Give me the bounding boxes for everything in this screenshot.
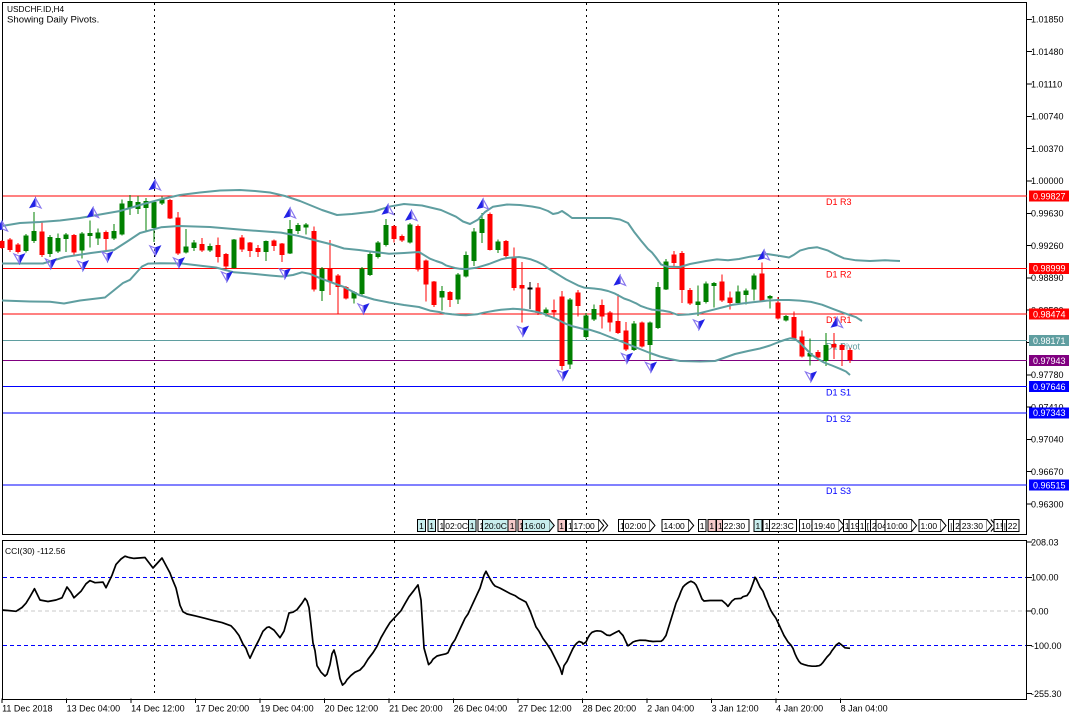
svg-text:17:00: 17:00 [574,521,596,531]
svg-text:19 Dec 04:00: 19 Dec 04:00 [260,704,314,714]
svg-text:0.96515: 0.96515 [1033,481,1066,491]
svg-text:10:00: 10:00 [886,521,908,531]
svg-text:1: 1 [429,521,434,531]
svg-text:0.98890: 0.98890 [1031,273,1064,283]
svg-text:2: 2 [872,521,877,531]
svg-text:0.99827: 0.99827 [1033,191,1066,201]
svg-text:2: 2 [955,521,960,531]
svg-text:|: | [1004,521,1006,531]
svg-text:0.97780: 0.97780 [1031,370,1064,380]
svg-text:D1 S3: D1 S3 [826,486,851,496]
svg-text:D1 S1: D1 S1 [826,388,851,398]
svg-text:02:00: 02:00 [625,521,647,531]
svg-text:1.00000: 1.00000 [1031,176,1064,186]
svg-text:1: 1 [419,521,424,531]
svg-text:14:00: 14:00 [664,521,686,531]
svg-text:1: 1 [510,521,515,531]
svg-text:0.97343: 0.97343 [1033,408,1066,418]
svg-text:22:3C: 22:3C [771,521,794,531]
svg-text:02:0C: 02:0C [445,521,468,531]
svg-text:1: 1 [440,521,445,531]
svg-text:0.99260: 0.99260 [1031,241,1064,251]
svg-text:1.01850: 1.01850 [1031,15,1064,25]
svg-text:22: 22 [1008,521,1018,531]
svg-text:14 Dec 12:00: 14 Dec 12:00 [131,704,185,714]
svg-text:1.00370: 1.00370 [1031,144,1064,154]
svg-text:1(: 1( [860,521,868,531]
svg-text:1.00740: 1.00740 [1031,112,1064,122]
svg-text:1:00: 1:00 [921,521,938,531]
svg-text:0.99630: 0.99630 [1031,209,1064,219]
svg-text:22:30: 22:30 [724,521,746,531]
svg-text:19:40: 19:40 [814,521,836,531]
svg-text:208.03: 208.03 [1031,537,1059,547]
svg-text:0.98171: 0.98171 [1033,336,1066,346]
svg-text:10:: 10: [801,521,813,531]
svg-text:21 Dec 20:00: 21 Dec 20:00 [389,704,443,714]
svg-text:-100.00: -100.00 [1031,641,1062,651]
svg-text:04: 04 [877,521,887,531]
svg-text:0.97646: 0.97646 [1033,382,1066,392]
svg-text:1: 1 [559,521,564,531]
svg-text:1: 1 [765,521,770,531]
svg-text:3 Jan 12:00: 3 Jan 12:00 [712,704,759,714]
svg-text:11 Dec 2018: 11 Dec 2018 [2,704,52,714]
svg-text:1.01480: 1.01480 [1031,47,1064,57]
svg-text:4 Jan 20:00: 4 Jan 20:00 [776,704,823,714]
svg-text:1!: 1! [995,521,1002,531]
svg-text:16:00: 16:00 [524,521,546,531]
svg-text:D1 R3: D1 R3 [826,197,852,207]
svg-text:0.00: 0.00 [1031,606,1049,616]
svg-text:27 Dec 12:00: 27 Dec 12:00 [518,704,572,714]
svg-text:23:30: 23:30 [962,521,984,531]
svg-text:CCI(30) -112.56: CCI(30) -112.56 [5,546,66,556]
svg-text:D1 R2: D1 R2 [826,269,852,279]
svg-text:1.01110: 1.01110 [1031,79,1062,89]
svg-text:26 Dec 04:00: 26 Dec 04:00 [454,704,508,714]
svg-text:0.97040: 0.97040 [1031,435,1064,445]
svg-text:0.98474: 0.98474 [1033,310,1066,320]
svg-text:19: 19 [850,521,860,531]
svg-text:[: [ [867,521,870,531]
svg-text:17 Dec 20:00: 17 Dec 20:00 [196,704,250,714]
svg-text:1: 1 [756,521,761,531]
svg-text:1: 1 [718,521,723,531]
svg-text:1: 1 [519,521,524,531]
svg-text:0.97943: 0.97943 [1033,356,1066,366]
svg-text:Showing Daily Pivots.: Showing Daily Pivots. [7,15,99,26]
svg-text:0.96670: 0.96670 [1031,467,1064,477]
svg-text:1: 1 [620,521,625,531]
svg-text:1: 1 [845,521,850,531]
svg-text:20:0C: 20:0C [484,521,507,531]
svg-text:1: 1 [568,521,573,531]
svg-text:1: 1 [700,521,705,531]
svg-text:13 Dec 04:00: 13 Dec 04:00 [67,704,121,714]
svg-text:2 Jan 04:00: 2 Jan 04:00 [647,704,694,714]
svg-text:1: 1 [470,521,475,531]
svg-text:1: 1 [479,521,484,531]
svg-text:8 Jan 04:00: 8 Jan 04:00 [841,704,888,714]
svg-text:0.96300: 0.96300 [1031,499,1064,509]
svg-text:1: 1 [709,521,714,531]
svg-text:-255.30: -255.30 [1031,689,1062,699]
svg-text:0.98999: 0.98999 [1033,264,1066,274]
svg-text:D1 S2: D1 S2 [826,414,851,424]
svg-text:100.00: 100.00 [1031,573,1059,583]
svg-text:|: | [950,521,952,531]
svg-text:USDCHF.ID,H4: USDCHF.ID,H4 [7,4,65,14]
svg-text:20 Dec 12:00: 20 Dec 12:00 [325,704,379,714]
svg-text:28 Dec 20:00: 28 Dec 20:00 [583,704,637,714]
